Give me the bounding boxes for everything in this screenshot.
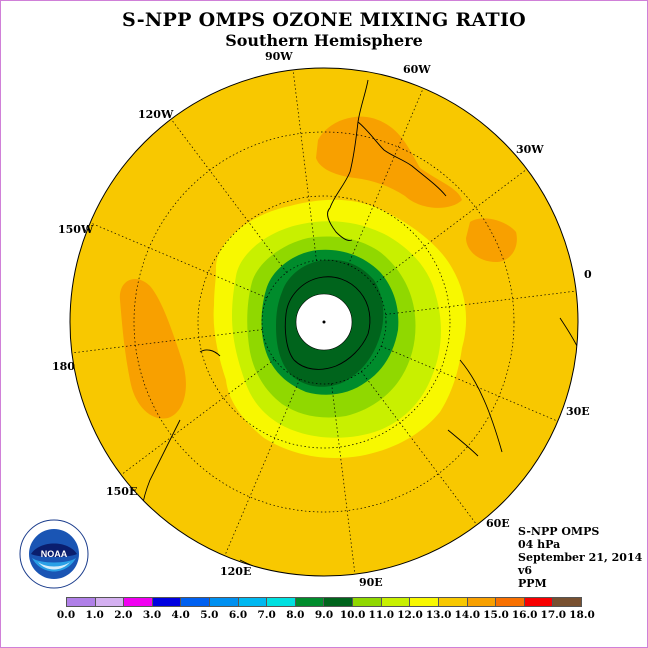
lon-label-0: 0 (584, 268, 592, 281)
colorbar-swatch (553, 598, 581, 606)
meridian-lines (71, 69, 577, 575)
meridian-line (170, 118, 287, 273)
colorbar-tick-label: 13.0 (425, 609, 452, 621)
colorbar-tick-label: 16.0 (511, 609, 538, 621)
lon-label-150e: 150E (106, 485, 137, 498)
colorbar-swatch (524, 598, 554, 606)
colorbar-swatch (95, 598, 125, 606)
meridian-line (385, 290, 577, 315)
colorbar-tick-label: 0.0 (56, 609, 76, 621)
info-instrument: S-NPP OMPS (518, 525, 600, 538)
colorbar-tick-label: 17.0 (540, 609, 567, 621)
colorbar-tick-label: 15.0 (483, 609, 509, 621)
info-version: v6 (518, 564, 533, 577)
colorbar-swatch (210, 598, 239, 606)
lon-label-180: 180 (52, 360, 75, 373)
colorbar (66, 597, 582, 607)
info-units: PPM (518, 577, 547, 590)
colorbar-tick-label: 12.0 (397, 609, 423, 621)
colorbar-swatch (353, 598, 382, 606)
map-title: S-NPP OMPS OZONE MIXING RATIO (121, 9, 527, 31)
noaa-logo: NOAA (19, 519, 89, 589)
meridian-line (224, 378, 301, 556)
map-subtitle: Southern Hemisphere (225, 31, 423, 50)
colorbar-swatch (181, 598, 211, 606)
colorbar-tick-label: 4.0 (171, 609, 190, 621)
meridian-line (331, 383, 356, 575)
colorbar-tick-label: 5.0 (200, 609, 219, 621)
colorbar-tick-label: 10.0 (339, 609, 366, 621)
meridian-line (373, 168, 528, 285)
meridian-line (380, 345, 558, 422)
colorbar-tick-label: 3.0 (142, 609, 162, 621)
map-outline (69, 67, 579, 577)
lon-label-60w: 60W (403, 63, 431, 76)
colorbar-tick-label: 9.0 (314, 609, 334, 621)
meridian-line (292, 69, 317, 261)
product-info: S-NPP OMPS 04 hPa September 21, 2014 v6 … (518, 525, 642, 590)
orange-patch-pacific (119, 278, 186, 419)
meridian-line (347, 88, 424, 266)
colorbar-swatch (496, 598, 525, 606)
colorbar-tick-label: 8.0 (286, 609, 305, 621)
colorbar-swatch (467, 598, 497, 606)
lon-label-30w: 30W (516, 143, 544, 156)
colorbar-swatch (438, 598, 468, 606)
colorbar-swatch (124, 598, 153, 606)
colorbar-swatch (238, 598, 268, 606)
info-pressure: 04 hPa (518, 538, 561, 551)
colorbar-tick-label: 14.0 (454, 609, 481, 621)
meridian-line (90, 222, 268, 299)
colorbar-tick-label: 1.0 (85, 609, 104, 621)
colorbar-swatch (267, 598, 296, 606)
colorbar-tick-label: 6.0 (228, 609, 248, 621)
lon-label-90e: 90E (359, 576, 383, 589)
meridian-line (120, 359, 275, 476)
colorbar-swatch (152, 598, 182, 606)
orange-patch-atlantic (466, 218, 517, 262)
meridian-line (361, 371, 478, 526)
colorbar-swatch (410, 598, 439, 606)
noaa-logo-text: NOAA (41, 549, 68, 559)
lon-label-120e: 120E (220, 565, 251, 578)
colorbar-tick-label: 11.0 (368, 609, 395, 621)
lon-label-120w: 120W (138, 108, 174, 121)
colorbar-swatch (67, 598, 96, 606)
info-date: September 21, 2014 (518, 551, 643, 564)
colorbar-ticks: 0.0 1.0 2.0 3.0 4.0 5.0 6.0 7.0 8.0 9.0 10.0 11.0 12… (57, 609, 595, 623)
colorbar-swatch (381, 598, 411, 606)
latitude-circles (133, 131, 515, 513)
lon-label-150w: 150W (58, 223, 94, 236)
colorbar-swatch (295, 598, 325, 606)
lon-label-60e: 60E (486, 517, 510, 530)
colorbar-swatch (324, 598, 354, 606)
colorbar-tick-label: 7.0 (257, 609, 276, 621)
colorbar-tick-label: 2.0 (114, 609, 133, 621)
lon-label-90w: 90W (265, 50, 293, 63)
meridian-line (71, 329, 263, 354)
coastlines (140, 79, 578, 576)
colorbar-tick-label: 18.0 (569, 609, 595, 621)
orange-patch-south-america (316, 116, 462, 208)
lon-label-30e: 30E (566, 405, 590, 418)
